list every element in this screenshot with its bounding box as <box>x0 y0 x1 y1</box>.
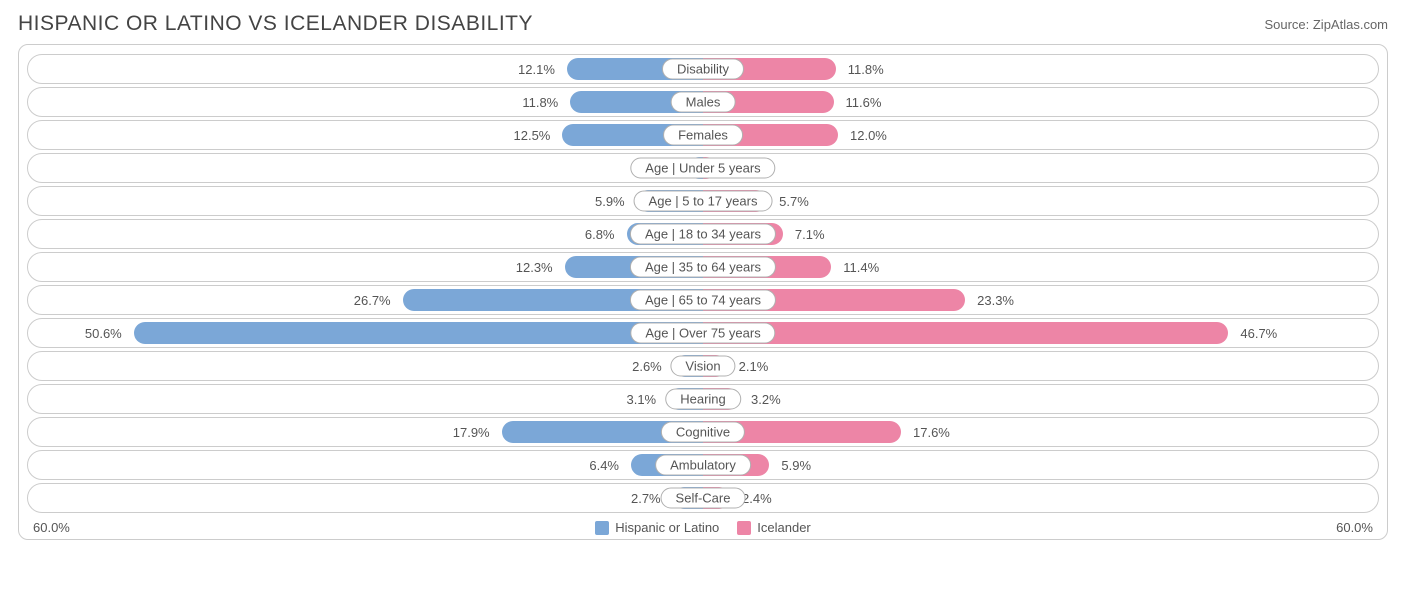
row-category-label: Ambulatory <box>655 455 751 476</box>
value-label-left: 50.6% <box>85 319 128 347</box>
chart-row: 12.5% 12.0% Females <box>27 120 1379 150</box>
value-label-left: 12.3% <box>516 253 559 281</box>
legend: Hispanic or Latino Icelander <box>595 520 811 535</box>
value-label-right: 11.8% <box>842 55 884 83</box>
value-label-right: 11.6% <box>840 88 882 116</box>
row-category-label: Cognitive <box>661 422 745 443</box>
chart-title: HISPANIC OR LATINO VS ICELANDER DISABILI… <box>18 12 533 36</box>
value-label-left: 11.8% <box>522 88 564 116</box>
row-category-label: Males <box>671 92 736 113</box>
value-label-right: 5.7% <box>773 187 809 215</box>
chart-row: 5.9% 5.7%Age | 5 to 17 years <box>27 186 1379 216</box>
value-label-left: 17.9% <box>453 418 496 446</box>
value-label-left: 3.1% <box>626 385 662 413</box>
chart-row: 12.1% 11.8% Disability <box>27 54 1379 84</box>
value-label-right: 11.4% <box>837 253 879 281</box>
row-category-label: Age | 35 to 64 years <box>630 257 776 278</box>
row-category-label: Disability <box>662 59 744 80</box>
value-label-right: 17.6% <box>907 418 950 446</box>
chart-row: 26.7% 23.3% Age | 65 to 74 years <box>27 285 1379 315</box>
chart-row: 2.6% 2.1%Vision <box>27 351 1379 381</box>
value-label-left: 12.1% <box>518 55 561 83</box>
chart-row: 2.7%2.4%Self-Care <box>27 483 1379 513</box>
row-category-label: Age | 5 to 17 years <box>634 191 773 212</box>
chart-row: 3.1% 3.2%Hearing <box>27 384 1379 414</box>
row-category-label: Age | 65 to 74 years <box>630 290 776 311</box>
value-label-right: 46.7% <box>1234 319 1277 347</box>
value-label-left: 12.5% <box>514 121 557 149</box>
legend-label-right: Icelander <box>757 520 810 535</box>
axis-max-right: 60.0% <box>1336 520 1373 535</box>
chart-row: 11.8% 11.6% Males <box>27 87 1379 117</box>
row-category-label: Females <box>663 125 743 146</box>
chart-row: 1.3%1.2%Age | Under 5 years <box>27 153 1379 183</box>
chart-area: 12.1% 11.8% Disability 11.8% 11.6% Males 12.5%… <box>18 44 1388 540</box>
chart-row: 12.3% 11.4% Age | 35 to 64 years <box>27 252 1379 282</box>
value-label-left: 5.9% <box>595 187 631 215</box>
value-label-right: 5.9% <box>775 451 811 479</box>
value-label-left: 6.4% <box>589 451 625 479</box>
row-category-label: Vision <box>670 356 735 377</box>
value-label-right: 2.1% <box>733 352 769 380</box>
chart-source: Source: ZipAtlas.com <box>1264 17 1388 32</box>
row-category-label: Age | 18 to 34 years <box>630 224 776 245</box>
value-label-left: 2.6% <box>632 352 668 380</box>
chart-row: 6.8% 7.1% Age | 18 to 34 years <box>27 219 1379 249</box>
chart-row: 6.4% 5.9% Ambulatory <box>27 450 1379 480</box>
value-label-right: 23.3% <box>971 286 1014 314</box>
axis-max-left: 60.0% <box>33 520 70 535</box>
row-category-label: Hearing <box>665 389 741 410</box>
row-category-label: Age | Over 75 years <box>630 323 775 344</box>
bar-left <box>134 322 703 344</box>
row-category-label: Self-Care <box>661 488 746 509</box>
chart-row: 17.9% 17.6% Cognitive <box>27 417 1379 447</box>
bar-right <box>703 322 1228 344</box>
legend-swatch-left <box>595 521 609 535</box>
value-label-right: 3.2% <box>745 385 781 413</box>
value-label-right: 12.0% <box>844 121 887 149</box>
legend-swatch-right <box>737 521 751 535</box>
chart-row: 50.6% 46.7% Age | Over 75 years <box>27 318 1379 348</box>
legend-item-left: Hispanic or Latino <box>595 520 719 535</box>
legend-label-left: Hispanic or Latino <box>615 520 719 535</box>
value-label-left: 26.7% <box>354 286 397 314</box>
value-label-right: 7.1% <box>789 220 825 248</box>
value-label-left: 6.8% <box>585 220 621 248</box>
row-category-label: Age | Under 5 years <box>630 158 775 179</box>
legend-item-right: Icelander <box>737 520 810 535</box>
